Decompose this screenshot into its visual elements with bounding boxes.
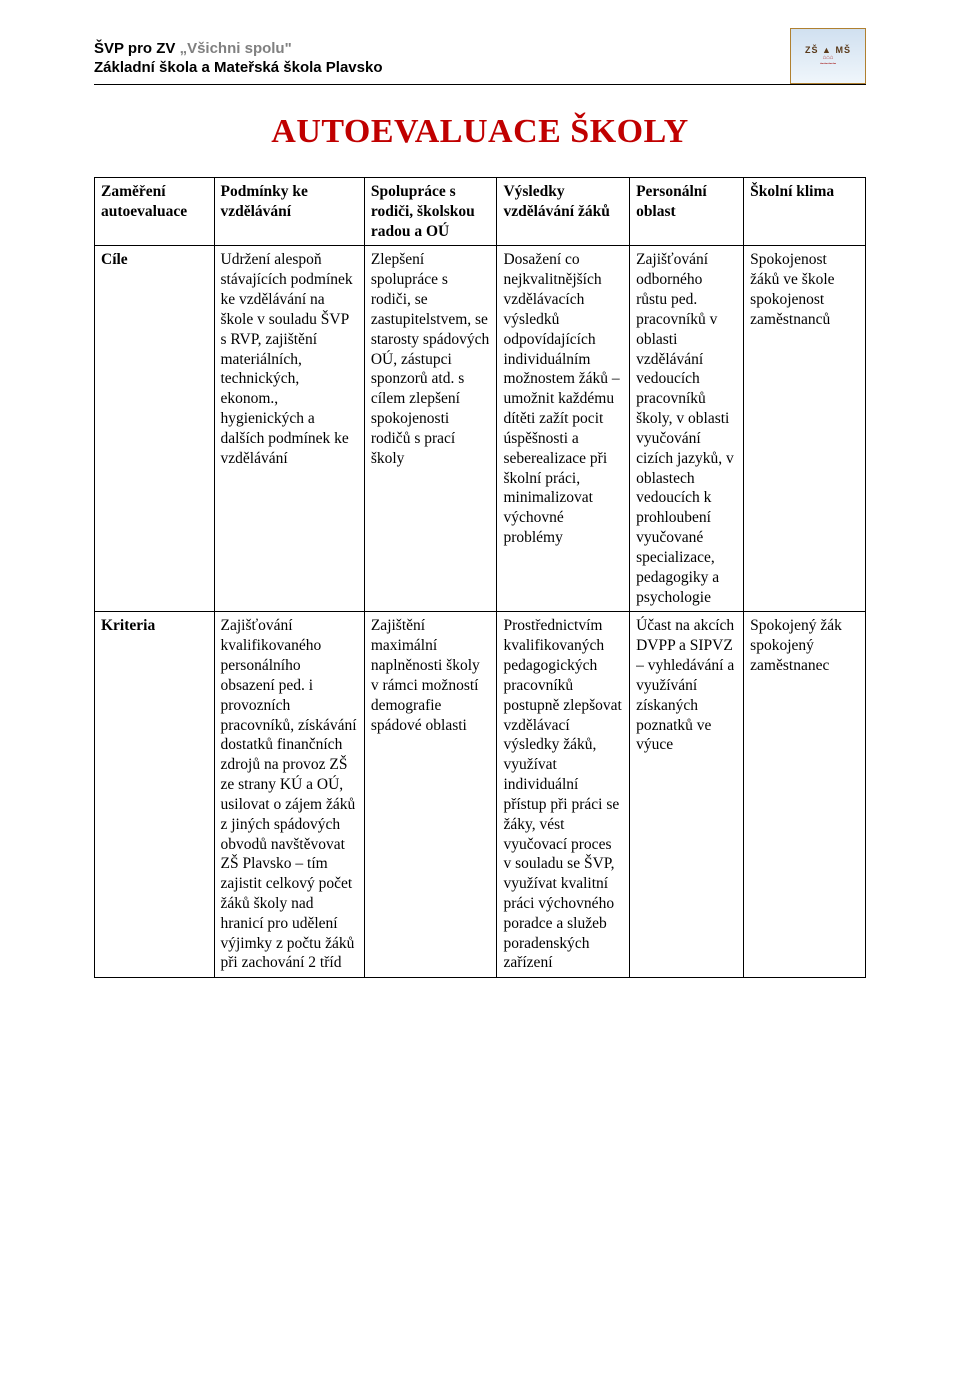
- cell-r3c3: Zajištění maximální naplněnosti školy v …: [364, 612, 497, 978]
- cell-r2c6: Spokojenost žáků ve škole spokojenost za…: [744, 246, 866, 612]
- cell-r1c2: Podmínky ke vzdělávání: [214, 178, 364, 246]
- cell-r1c1: Zaměření autoevaluace: [95, 178, 215, 246]
- cell-r2c2: Udržení alespoň stávajících podmínek ke …: [214, 246, 364, 612]
- header-line-2: Základní škola a Mateřská škola Plavsko: [94, 59, 866, 76]
- cell-r3c4: Prostřednictvím kvalifikovaných pedagogi…: [497, 612, 630, 978]
- cell-r1c3: Spolupráce s rodiči, školskou radou a OÚ: [364, 178, 497, 246]
- cell-r1c4: Výsledky vzdělávání žáků: [497, 178, 630, 246]
- cell-r1c6: Školní klima: [744, 178, 866, 246]
- cell-r2c4: Dosažení co nejkvalitnějších vzdělávacíc…: [497, 246, 630, 612]
- cell-r3c6: Spokojený žák spokojený zaměstnanec: [744, 612, 866, 978]
- page: ZŠ ▲ MŠ ⌂⌂⌂ ~~~~ ŠVP pro ZV „Všichni spo…: [0, 0, 960, 1393]
- header-divider: [94, 84, 866, 85]
- table-row: Kriteria Zajišťování kvalifikovaného per…: [95, 612, 866, 978]
- cell-r2c3: Zlepšení spolupráce s rodiči, se zastupi…: [364, 246, 497, 612]
- document-header: ŠVP pro ZV „Všichni spolu" Základní škol…: [94, 40, 866, 76]
- cell-r3c1: Kriteria: [95, 612, 215, 978]
- page-title: AUTOEVALUACE ŠKOLY: [94, 113, 866, 151]
- school-logo: ZŠ ▲ MŠ ⌂⌂⌂ ~~~~: [790, 28, 866, 84]
- cell-r3c2: Zajišťování kvalifikovaného personálního…: [214, 612, 364, 978]
- header-prefix: ŠVP pro ZV: [94, 40, 180, 57]
- header-quoted: „Všichni spolu": [180, 40, 292, 57]
- cell-r2c1: Cíle: [95, 246, 215, 612]
- cell-r3c5: Účast na akcích DVPP a SIPVZ – vyhledává…: [630, 612, 744, 978]
- cell-r2c5: Zajišťování odborného růstu ped. pracovn…: [630, 246, 744, 612]
- cell-r1c5: Personální oblast: [630, 178, 744, 246]
- table-row: Zaměření autoevaluace Podmínky ke vzdělá…: [95, 178, 866, 246]
- header-line-1: ŠVP pro ZV „Všichni spolu": [94, 40, 866, 57]
- logo-text-top: ZŠ ▲ MŠ: [805, 45, 851, 55]
- evaluation-table: Zaměření autoevaluace Podmínky ke vzdělá…: [94, 177, 866, 978]
- table-row: Cíle Udržení alespoň stávajících podmíne…: [95, 246, 866, 612]
- logo-text-bot: ~~~~: [820, 61, 836, 68]
